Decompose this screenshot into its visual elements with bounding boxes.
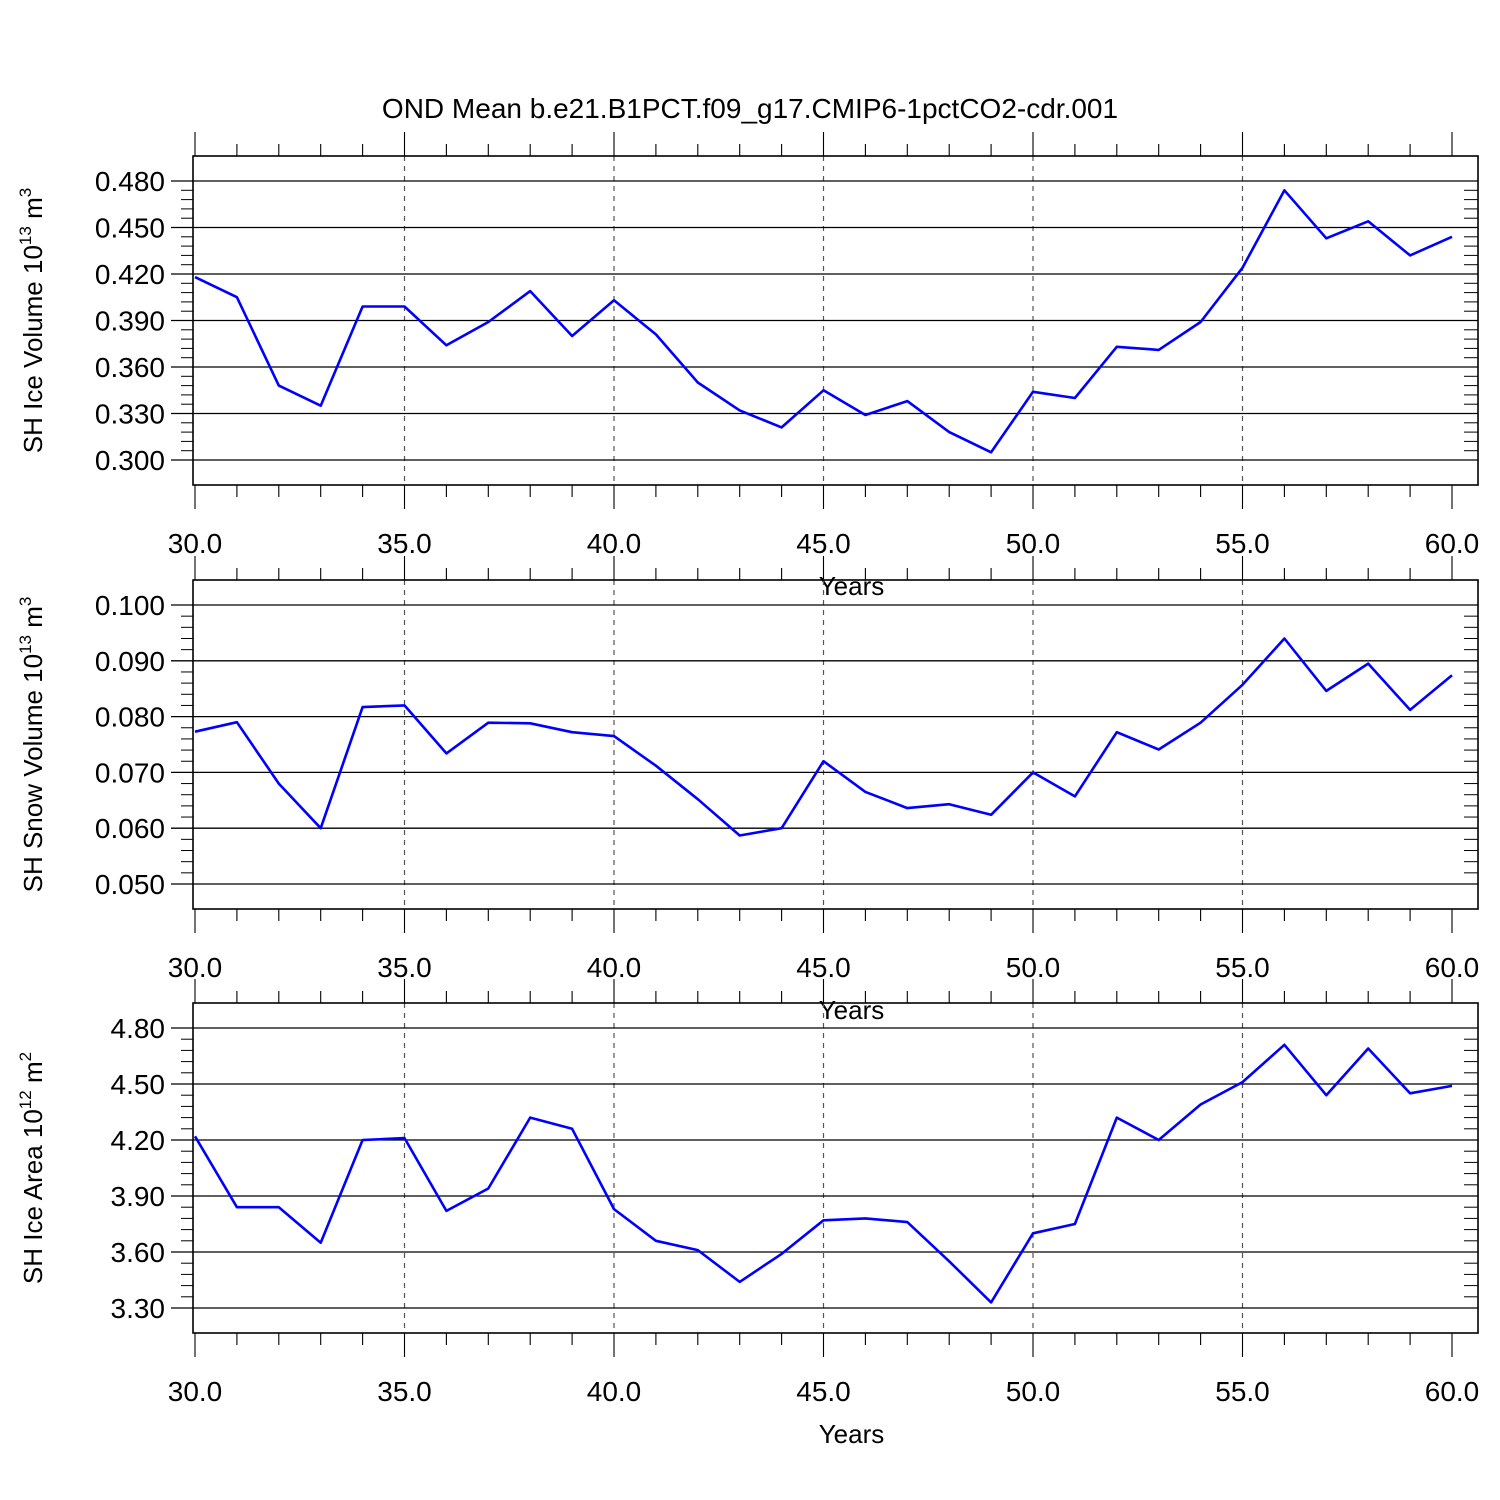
chart-title: OND Mean b.e21.B1PCT.f09_g17.CMIP6-1pctC… <box>382 93 1118 124</box>
y-tick-label: 0.050 <box>95 869 165 900</box>
x-tick-label: 55.0 <box>1215 952 1270 983</box>
y-tick-label: 0.100 <box>95 590 165 621</box>
x-axis-label: Years <box>819 571 885 601</box>
y-tick-label: 0.330 <box>95 399 165 430</box>
y-tick-label: 0.060 <box>95 813 165 844</box>
panel-1: 0.300 0.330 0.360 0.390 0.420 0.450 0.480 30.0 3… <box>16 132 1479 601</box>
x-tick-label: 30.0 <box>168 1376 223 1407</box>
series-line <box>194 637 1453 837</box>
x-tick-label: 40.0 <box>587 528 642 559</box>
y-tick-label: 4.50 <box>111 1069 166 1100</box>
y-tick-label: 0.090 <box>95 646 165 677</box>
x-axis-label: Years <box>819 995 885 1025</box>
x-tick-label: 40.0 <box>587 952 642 983</box>
y-tick-label: 0.420 <box>95 259 165 290</box>
x-tick-label: 55.0 <box>1215 1376 1270 1407</box>
x-tick-label: 50.0 <box>1006 528 1061 559</box>
y-axis-label-exponent: 12 <box>16 1090 35 1109</box>
y-tick-label: 0.070 <box>95 757 165 788</box>
y-tick-label: 0.080 <box>95 702 165 733</box>
panel-2: 0.050 0.060 0.070 0.080 0.090 0.100 30.0 35.0 40… <box>16 556 1479 1025</box>
y-tick-label: 3.30 <box>111 1293 166 1324</box>
series-line <box>194 189 1453 454</box>
x-tick-label: 60.0 <box>1425 952 1480 983</box>
y-axis-label-text: SH Snow Volume 10 <box>18 654 48 892</box>
x-tick-label: 50.0 <box>1006 1376 1061 1407</box>
y-tick-label: 3.90 <box>111 1181 166 1212</box>
x-axis-label: Years <box>819 1419 885 1449</box>
x-tick-label: 40.0 <box>587 1376 642 1407</box>
x-tick-label: 45.0 <box>796 1376 851 1407</box>
y-axis-label-unit-exponent: 3 <box>16 188 35 197</box>
y-axis-label-exponent: 13 <box>16 635 35 654</box>
y-axis-label-unit: m <box>18 197 48 226</box>
plot-frame <box>192 579 1479 910</box>
plot-frame <box>192 1002 1479 1334</box>
x-tick-label: 50.0 <box>1006 952 1061 983</box>
y-axis-label: SH Ice Area 1012 m2 <box>16 1052 48 1284</box>
x-tick-label: 30.0 <box>168 952 223 983</box>
y-axis-label-exponent: 13 <box>16 226 35 245</box>
x-tick-label: 35.0 <box>377 1376 432 1407</box>
y-axis-label-text: SH Ice Volume 10 <box>18 245 48 453</box>
y-tick-label: 4.20 <box>111 1125 166 1156</box>
x-tick-label: 35.0 <box>377 952 432 983</box>
y-axis-label-unit: m <box>18 1061 48 1090</box>
y-tick-label: 0.450 <box>95 213 165 244</box>
y-tick-label: 0.390 <box>95 306 165 337</box>
y-tick-label: 0.300 <box>95 445 165 476</box>
series-line <box>193 1043 1453 1304</box>
x-tick-label: 45.0 <box>796 528 851 559</box>
y-axis-label: SH Ice Volume 1013 m3 <box>16 188 48 453</box>
y-tick-label: 3.60 <box>111 1237 166 1268</box>
y-axis-label-unit: m <box>18 606 48 635</box>
panel-3: 3.30 3.60 3.90 4.20 4.50 4.80 30.0 35.0 40.0 45.0… <box>16 979 1479 1449</box>
x-tick-label: 60.0 <box>1425 528 1480 559</box>
x-tick-label: 55.0 <box>1215 528 1270 559</box>
y-axis-label-unit-exponent: 3 <box>16 597 35 606</box>
x-tick-label: 60.0 <box>1425 1376 1480 1407</box>
y-tick-label: 4.80 <box>111 1013 166 1044</box>
x-tick-label: 30.0 <box>168 528 223 559</box>
x-tick-label: 35.0 <box>377 528 432 559</box>
x-tick-label: 45.0 <box>796 952 851 983</box>
y-axis-label-text: SH Ice Area 10 <box>18 1109 48 1284</box>
y-tick-label: 0.480 <box>95 166 165 197</box>
y-axis-label-unit-exponent: 2 <box>16 1052 35 1061</box>
y-tick-label: 0.360 <box>95 352 165 383</box>
y-axis-label: SH Snow Volume 1013 m3 <box>16 597 48 893</box>
